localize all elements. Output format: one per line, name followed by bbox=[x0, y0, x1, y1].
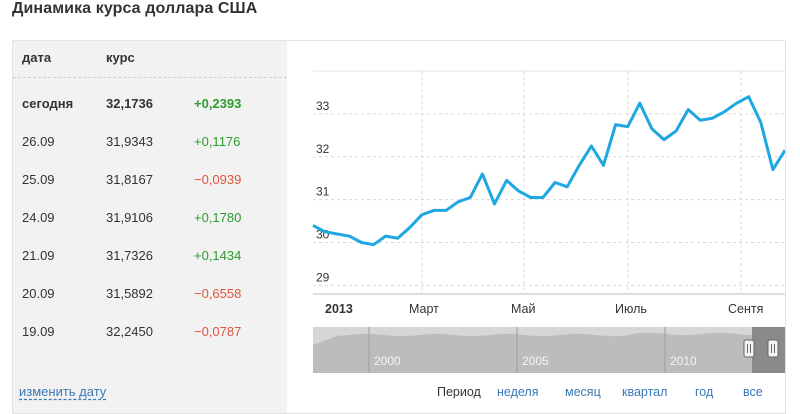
rate-cell: 31,9343 bbox=[106, 134, 153, 149]
x-tick-label: Сентя bbox=[728, 302, 763, 316]
period-label: Период bbox=[437, 385, 481, 399]
period-year[interactable]: год bbox=[695, 385, 714, 399]
x-tick-label: Май bbox=[511, 302, 536, 316]
period-quarter[interactable]: квартал bbox=[622, 385, 668, 399]
rate-cell: 32,2450 bbox=[106, 324, 153, 339]
y-tick-label: 33 bbox=[316, 99, 330, 113]
change-cell: −0,0939 bbox=[194, 172, 242, 187]
navigator-handle-right[interactable] bbox=[767, 339, 779, 358]
x-tick-label: Июль bbox=[615, 302, 647, 316]
y-tick-label: 29 bbox=[316, 270, 330, 284]
rate-cell: 31,9106 bbox=[106, 210, 153, 225]
navigator-year-label: 2005 bbox=[522, 354, 549, 368]
change-cell: −0,6558 bbox=[194, 286, 242, 301]
rate-cell: 32,1736 bbox=[106, 96, 153, 111]
date-cell: сегодня bbox=[22, 96, 74, 111]
change-cell: −0,0787 bbox=[194, 324, 242, 339]
table-header: дата курс bbox=[13, 41, 287, 78]
table-row: 26.09 31,9343 +0,1176 bbox=[13, 123, 287, 161]
x-tick-label: 2013 bbox=[325, 302, 353, 316]
column-header-date: дата bbox=[22, 50, 52, 65]
navigator-year-label: 2010 bbox=[670, 354, 697, 368]
rate-cell: 31,7326 bbox=[106, 248, 153, 263]
page-title: Динамика курса доллара США bbox=[12, 0, 258, 17]
period-month[interactable]: месяц bbox=[565, 385, 601, 399]
navigator-area bbox=[313, 332, 785, 373]
table-row: 25.09 31,8167 −0,0939 bbox=[13, 161, 287, 199]
change-date-link[interactable]: изменить дату bbox=[19, 384, 107, 399]
table-row: 24.09 31,9106 +0,1780 bbox=[13, 199, 287, 237]
date-cell: 24.09 bbox=[22, 210, 55, 225]
period-all[interactable]: все bbox=[743, 385, 763, 399]
y-tick-label: 31 bbox=[316, 185, 330, 199]
navigator-handle-left[interactable] bbox=[743, 339, 755, 358]
table-row: 19.09 32,2450 −0,0787 bbox=[13, 313, 287, 351]
date-cell: 20.09 bbox=[22, 286, 55, 301]
table-row: 20.09 31,5892 −0,6558 bbox=[13, 275, 287, 313]
table-row: сегодня 32,1736 +0,2393 bbox=[13, 85, 287, 123]
date-cell: 21.09 bbox=[22, 248, 55, 263]
date-cell: 25.09 bbox=[22, 172, 55, 187]
rate-cell: 31,5892 bbox=[106, 286, 153, 301]
navigator-year-label: 2000 bbox=[374, 354, 401, 368]
table-row: 21.09 31,7326 +0,1434 bbox=[13, 237, 287, 275]
period-week[interactable]: неделя bbox=[497, 385, 539, 399]
y-tick-label: 32 bbox=[316, 142, 330, 156]
change-cell: +0,1780 bbox=[194, 210, 242, 225]
date-cell: 26.09 bbox=[22, 134, 55, 149]
rates-table: дата курс сегодня 32,1736 +0,2393 26.09 31,9… bbox=[13, 41, 287, 413]
currency-widget: дата курс сегодня 32,1736 +0,2393 26.09 31,9… bbox=[12, 40, 786, 414]
x-tick-label: Март bbox=[409, 302, 439, 316]
series-line bbox=[312, 95, 785, 247]
column-header-rate: курс bbox=[106, 50, 135, 65]
change-cell: +0,2393 bbox=[194, 96, 242, 111]
chart-area: 29 30 31 32 33 2013 Март Май Июль Сентя 2000 2005 20… bbox=[287, 41, 785, 413]
change-cell: +0,1434 bbox=[194, 248, 242, 263]
date-cell: 19.09 bbox=[22, 324, 55, 339]
change-cell: +0,1176 bbox=[194, 134, 241, 149]
rate-cell: 31,8167 bbox=[106, 172, 153, 187]
